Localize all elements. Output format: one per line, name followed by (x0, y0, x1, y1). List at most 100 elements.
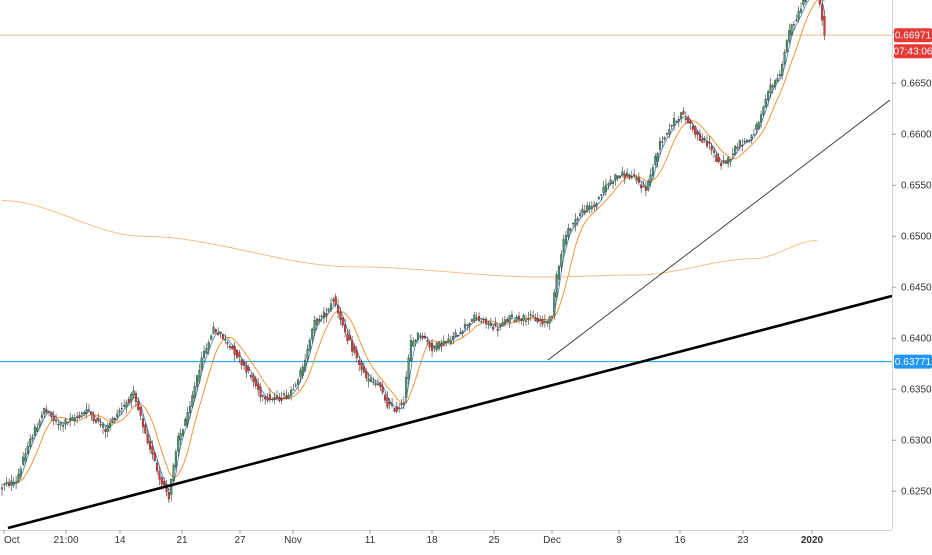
candle-body (642, 186, 645, 188)
time-axis-panel[interactable] (0, 530, 932, 550)
candle-body (534, 317, 537, 321)
moving-average-fast (8, 0, 825, 491)
candle-body (572, 223, 575, 225)
candle-body (301, 366, 304, 376)
candle-body (247, 367, 250, 371)
candle (24, 448, 27, 464)
candle-body (315, 318, 318, 326)
candle (80, 410, 83, 419)
candle (557, 264, 560, 286)
candle-body (134, 393, 138, 402)
candle (104, 425, 107, 439)
candle-body (776, 78, 779, 82)
candle-body (449, 341, 452, 344)
candle-body (55, 420, 58, 422)
candle (675, 120, 678, 123)
candle-body (299, 370, 302, 377)
candle (228, 343, 232, 351)
countdown-badge[interactable]: 07:43:06 (894, 44, 932, 59)
candle (170, 478, 173, 502)
candle-body (593, 204, 596, 207)
candle (47, 409, 51, 416)
candle (463, 318, 466, 333)
candle-body (372, 381, 375, 383)
candle (358, 355, 361, 372)
candle-body (205, 348, 208, 354)
major-trendline[interactable] (7, 294, 893, 530)
candle (790, 23, 793, 37)
candle-body (607, 183, 610, 185)
candle (99, 417, 102, 428)
candle (181, 428, 185, 437)
candle-body (163, 480, 166, 486)
candle (651, 163, 654, 179)
candle (797, 6, 800, 23)
candle-body (823, 16, 826, 36)
candle (654, 153, 657, 168)
candle-body (242, 361, 246, 366)
candle-body (329, 303, 333, 310)
candle-body (616, 175, 619, 178)
candle (325, 307, 328, 323)
candle-body (752, 134, 756, 136)
candle-body (141, 418, 145, 428)
candle (362, 362, 365, 374)
candle (487, 320, 490, 330)
candle-body (663, 137, 666, 140)
candle-body (785, 40, 788, 53)
candle (647, 178, 650, 192)
candle (482, 317, 485, 324)
candle-body (715, 154, 718, 162)
candle (440, 339, 443, 352)
candle-body (388, 402, 391, 405)
candle-body (487, 323, 490, 325)
candle (607, 182, 610, 190)
candle-body (106, 424, 109, 432)
candle (485, 316, 488, 329)
price-axis-panel[interactable] (892, 0, 932, 550)
candle (466, 323, 469, 331)
candle-body (553, 292, 556, 316)
candle-body (536, 318, 539, 323)
candle-body (99, 423, 102, 426)
candle-body (275, 395, 278, 399)
candle (87, 404, 91, 413)
candle (22, 451, 25, 467)
candle (172, 463, 175, 483)
candle-body (656, 153, 659, 162)
price-badge[interactable]: 0.63771 (894, 354, 932, 369)
candle-body (485, 318, 488, 324)
candle-body (778, 74, 781, 76)
candle-body (172, 464, 175, 481)
candle-body (470, 319, 474, 322)
candle (572, 222, 575, 229)
candle-body (29, 438, 32, 447)
candle-body (238, 352, 241, 357)
x-tick-label: Dec (543, 535, 561, 546)
candle (214, 328, 217, 334)
candle-body (184, 418, 187, 426)
candle (818, 0, 821, 8)
candle-body (804, 0, 807, 2)
candle (553, 288, 556, 320)
candle-body (383, 395, 387, 401)
candle (31, 434, 34, 442)
candle (339, 307, 342, 326)
candle (468, 322, 471, 332)
candle-body (668, 129, 671, 135)
candle (69, 412, 72, 427)
candle (477, 312, 481, 323)
price-badge[interactable]: 0.66971 (894, 28, 932, 43)
candle-body (454, 332, 457, 337)
candle-body (416, 333, 419, 340)
candle (421, 332, 424, 341)
candle-body (602, 186, 605, 193)
candle-body (771, 85, 774, 88)
minor-trendline[interactable] (547, 99, 891, 361)
candle-body (386, 397, 389, 408)
candle-body (818, 0, 821, 5)
candle-body (619, 175, 622, 178)
candle-body (506, 319, 509, 322)
